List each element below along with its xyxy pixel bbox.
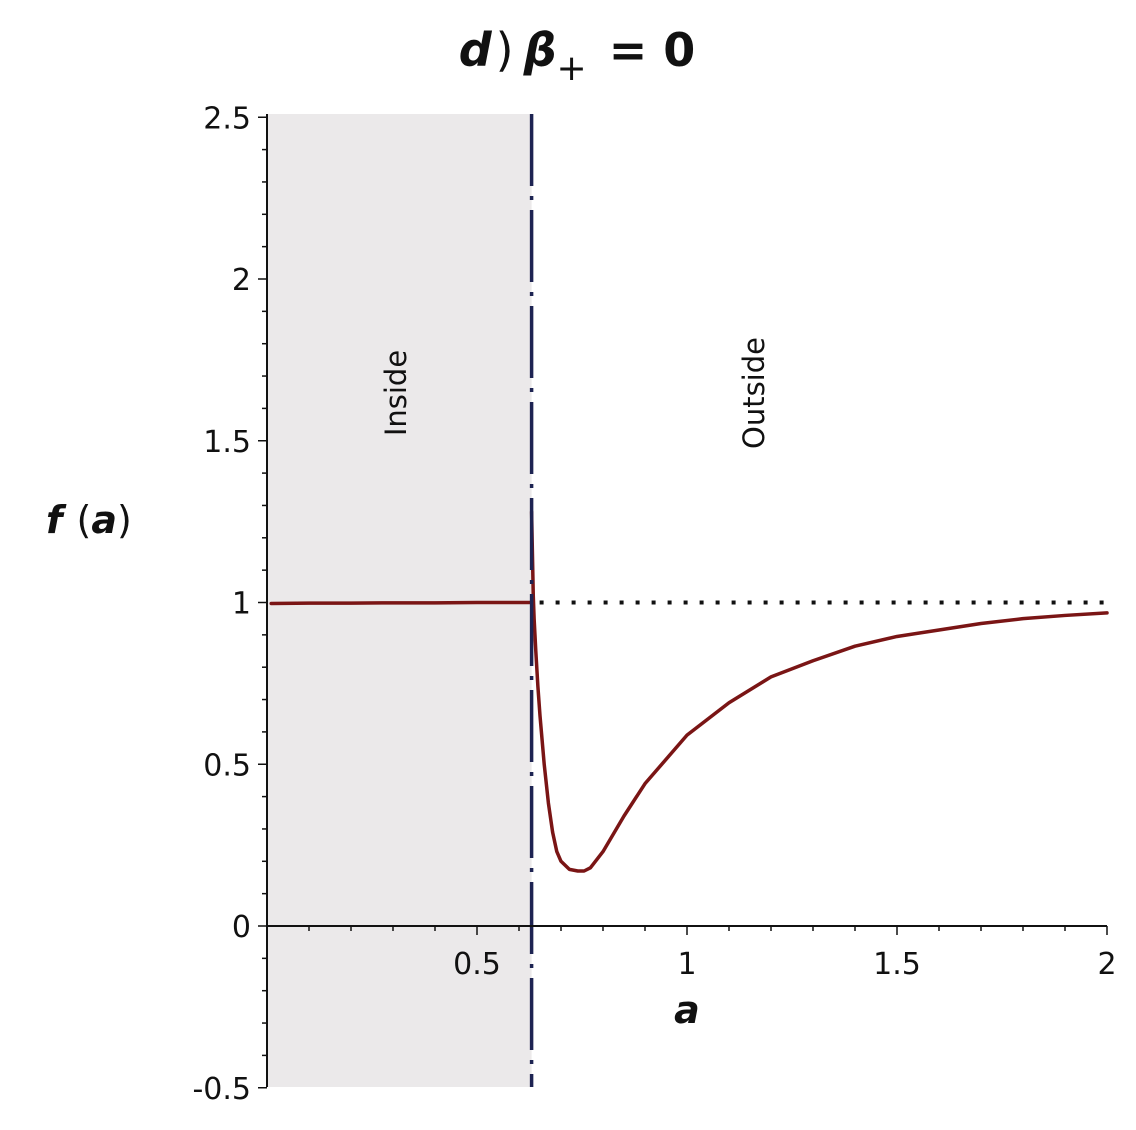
y-tick-label: 0 [232,910,251,945]
region-label-outside: Outside [737,337,771,449]
x-tick-label: 1 [677,947,696,982]
y-tick-label: 0.5 [203,748,251,783]
series-line-2 [529,510,1109,873]
title-close-paren: ) [496,23,514,77]
title-rest: = 0 [593,23,696,77]
y-tick-label: 2.5 [203,101,251,136]
title-subscript: + [557,48,587,89]
x-tick-label: 2 [1097,947,1116,982]
x-tick-label: 0.5 [453,947,501,982]
y-tick-label: -0.5 [192,1072,251,1107]
region-shade-inside [267,114,532,1087]
y-tick-label: 1 [232,587,251,622]
title-prefix: d [459,23,493,77]
x-axis-label: a [674,988,700,1032]
y-axis-label: f (a) [46,498,132,542]
chart-title: d) β+ = 0 [459,23,696,89]
y-tick-label: 2 [232,263,251,298]
y-tick-label: 1.5 [203,425,251,460]
y-label-var: a [91,498,117,542]
y-label-open-paren: ( [77,498,92,542]
series-line-1 [269,600,534,606]
region-label-inside: Inside [379,350,413,436]
x-tick-label: 1.5 [873,947,921,982]
y-label-close-paren: ) [117,498,132,542]
y-label-func: f [46,498,67,542]
title-symbol: β [523,23,557,77]
